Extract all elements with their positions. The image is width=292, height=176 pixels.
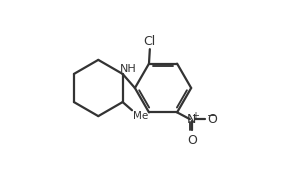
Text: Me: Me xyxy=(133,111,148,121)
Text: Cl: Cl xyxy=(144,35,156,48)
Text: NH: NH xyxy=(119,64,136,74)
Text: N: N xyxy=(187,113,197,126)
Text: −: − xyxy=(207,111,217,121)
Text: O: O xyxy=(207,113,217,126)
Text: +: + xyxy=(191,111,199,121)
Text: O: O xyxy=(187,134,197,147)
